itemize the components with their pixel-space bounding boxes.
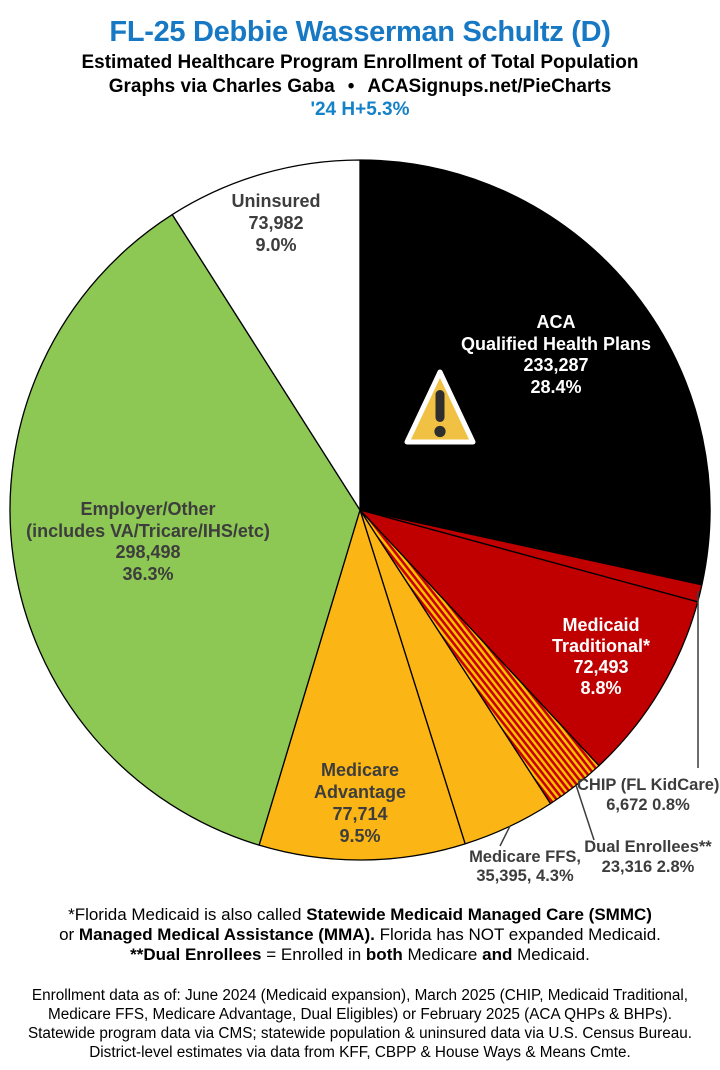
footnotes: *Florida Medicaid is also called Statewi… <box>0 905 720 965</box>
footnote-segment: Florida has NOT expanded Medicaid. <box>374 925 661 944</box>
footnote-segment: = Enrolled in <box>261 945 366 964</box>
slice-value-percent: 6,672 0.8% <box>577 795 719 815</box>
leader-line-medicare-ffs <box>499 825 511 847</box>
pie-chart <box>9 159 711 861</box>
bullet-separator: • <box>347 76 355 97</box>
credit-line: Graphs via Charles Gaba • ACASignups.net/P… <box>0 76 720 98</box>
subtitle: Estimated Healthcare Program Enrollment … <box>81 52 639 73</box>
footnote-segment: *Florida Medicaid is also called <box>68 905 307 924</box>
label-chip: CHIP (FL KidCare) 6,672 0.8% <box>577 775 719 815</box>
slice-name: Qualified Health Plans <box>460 333 652 354</box>
footnote-segment: or <box>59 925 79 944</box>
label-employer-other: Employer/Other (includes VA/Tricare/IHS/… <box>8 499 288 585</box>
label-medicaid-traditional: Medicaid Traditional* 72,493 8.8% <box>511 615 691 699</box>
footnote-line: *Florida Medicaid is also called Statewi… <box>0 905 720 925</box>
slice-value-percent: 35,395, 4.3% <box>447 867 603 886</box>
source-line: Enrollment data as of: June 2024 (Medica… <box>31 987 689 1004</box>
slice-percent: 0.8% <box>652 796 690 814</box>
source-line: Medicare FFS, Medicare Advantage, Dual E… <box>47 1006 673 1023</box>
slice-value: 298,498 <box>115 542 181 562</box>
slice-name: Advantage <box>313 782 407 802</box>
pie-slice-employer-other <box>9 213 361 846</box>
footnote-segment: Medicare <box>402 945 483 964</box>
slice-percent: 28.4% <box>530 376 582 397</box>
source-line: Statewide program data via CMS; statewid… <box>27 1025 693 1042</box>
footnote-segment: Managed Medical Assistance (MMA). <box>78 925 375 944</box>
slice-name: Medicaid <box>562 615 640 635</box>
slice-value: 73,982 <box>248 213 304 233</box>
slice-name: Dual Enrollees** <box>584 838 712 856</box>
footnote-segment: and <box>482 945 513 964</box>
label-dual-enrollees: Dual Enrollees** 23,316 2.8% <box>578 837 718 877</box>
credit-author: Graphs via Charles Gaba <box>108 76 335 97</box>
slice-name: CHIP (FL KidCare) <box>577 776 720 794</box>
slice-name: ACA <box>536 312 576 332</box>
slice-name: Traditional* <box>551 636 650 656</box>
year-note: '24 H+5.3% <box>310 99 410 120</box>
slice-percent: 9.5% <box>339 826 381 846</box>
footnote-line: or Managed Medical Assistance (MMA). Flo… <box>0 925 720 945</box>
slice-value: 77,714 <box>332 804 388 824</box>
slice-name: Employer/Other <box>80 499 216 519</box>
slice-name: Medicare <box>320 760 400 780</box>
slice-value: 35,395, <box>476 867 532 885</box>
slice-name: Uninsured <box>231 191 321 211</box>
slice-name: Medicare FFS, <box>469 848 581 866</box>
pie-slice-aca-qhp <box>359 159 711 586</box>
slice-value: 23,316 <box>601 858 653 876</box>
footnote-segment: both <box>365 945 403 964</box>
slice-percent: 36.3% <box>122 563 174 584</box>
label-medicare-ffs: Medicare FFS, 35,395, 4.3% <box>447 848 603 886</box>
page-title: FL-25 Debbie Wasserman Schultz (D) <box>109 16 611 48</box>
slice-percent: 2.8% <box>656 858 695 876</box>
label-uninsured: Uninsured 73,982 9.0% <box>186 190 366 256</box>
slice-value: 72,493 <box>573 657 629 677</box>
slice-percent: 8.8% <box>580 678 622 698</box>
footnote-segment: Medicaid. <box>512 945 590 964</box>
pie-slice-uninsured <box>171 159 361 511</box>
warning-icon <box>404 369 476 445</box>
leader-line-dual-enrollees <box>575 784 595 841</box>
credit-site: ACASignups.net/PieCharts <box>367 76 612 97</box>
footnote-line: **Dual Enrollees = Enrolled in both Medi… <box>0 945 720 965</box>
slice-value: 6,672 <box>606 796 648 814</box>
pie-slice-medicare-advantage <box>258 509 466 861</box>
label-aca-qhp: ACA Qualified Health Plans 233,287 28.4% <box>436 312 676 398</box>
pie-slice-medicaid-traditional <box>359 509 699 767</box>
slice-percent: 9.0% <box>255 235 297 255</box>
source-notes: Enrollment data as of: June 2024 (Medica… <box>0 986 720 1062</box>
slice-name: (includes VA/Tricare/IHS/etc) <box>26 520 270 541</box>
slice-value-percent: 23,316 2.8% <box>578 857 718 877</box>
label-medicare-advantage: Medicare Advantage 77,714 9.5% <box>270 759 450 847</box>
slice-value: 233,287 <box>523 355 589 375</box>
slice-percent: 4.3% <box>536 867 574 885</box>
source-line: District-level estimates via data from K… <box>89 1044 631 1061</box>
footnote-segment: Statewide Medicaid Managed Care (SMMC) <box>306 905 652 924</box>
footnote-segment: **Dual Enrollees <box>130 945 262 964</box>
